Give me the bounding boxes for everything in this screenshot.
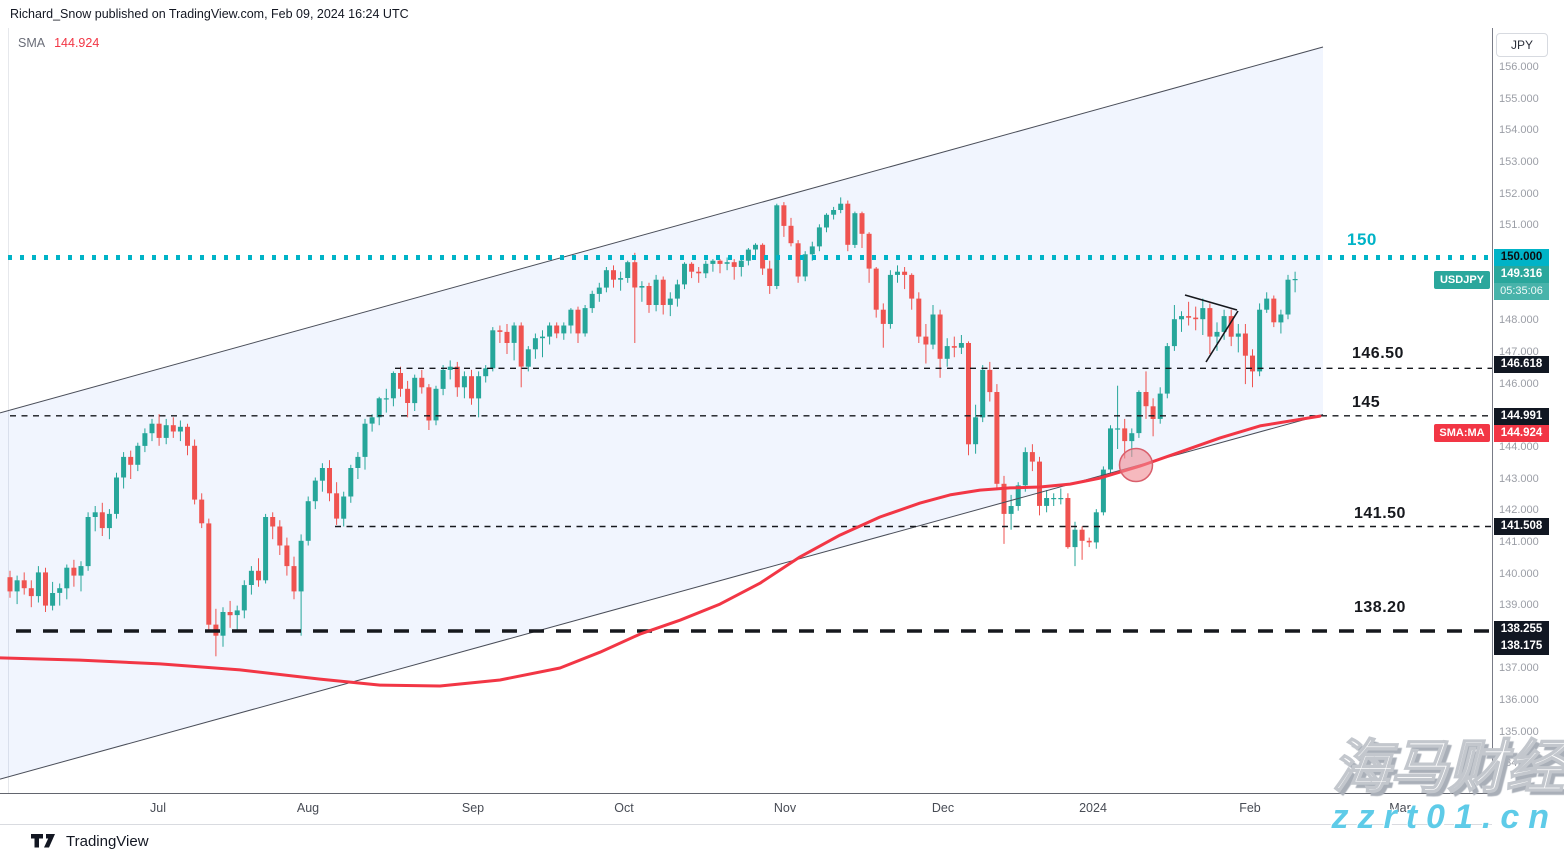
price-tick: 144.000 bbox=[1499, 440, 1539, 453]
price-label-144-924: 144.924 bbox=[1494, 424, 1549, 442]
price-label-149-316: 149.316 05:35:06 bbox=[1494, 266, 1549, 300]
level-label-145: 145 bbox=[1352, 394, 1381, 411]
time-tick-sep: Sep bbox=[461, 801, 485, 815]
currency-toggle-button[interactable]: JPY bbox=[1496, 33, 1548, 57]
symbol-badge: USDJPY bbox=[1434, 271, 1490, 289]
level-label-138-20: 138.20 bbox=[1354, 599, 1406, 616]
price-tick: 143.000 bbox=[1499, 472, 1539, 485]
price-tick: 152.000 bbox=[1499, 187, 1539, 200]
price-tick: 139.000 bbox=[1499, 599, 1539, 612]
price-tick: 137.000 bbox=[1499, 662, 1539, 675]
time-tick-jul: Jul bbox=[150, 801, 166, 815]
price-label-150-000: 150.000 bbox=[1494, 249, 1549, 266]
header: Richard_Snow published on TradingView.co… bbox=[0, 0, 1564, 29]
price-tick: 156.000 bbox=[1499, 61, 1539, 74]
sma-line bbox=[0, 414, 1322, 688]
level-label-150: 150 bbox=[1347, 230, 1377, 249]
price-label-141-508: 141.508 bbox=[1494, 517, 1549, 535]
chart-pane[interactable]: SMA 144.924 150 146.50 145 141.50 138.20 bbox=[0, 28, 1492, 793]
price-tick: 134.000 bbox=[1499, 757, 1539, 770]
price-scale[interactable]: JPY 156.000 155.000 154.000 153.000 152.000 1… bbox=[1492, 28, 1564, 793]
indicator-legend: SMA 144.924 bbox=[18, 36, 99, 50]
price-tick: 135.000 bbox=[1499, 725, 1539, 738]
indicator-value: 144.924 bbox=[54, 36, 100, 50]
sma-badge: SMA:MA bbox=[1434, 424, 1490, 442]
time-scale[interactable]: Jul Aug Sep Oct Nov Dec 2024 Feb Mar bbox=[0, 793, 1492, 825]
price-tick: 147.000 bbox=[1499, 345, 1539, 358]
price-label-146-618: 146.618 bbox=[1494, 356, 1549, 374]
time-tick-2024: 2024 bbox=[1079, 801, 1107, 815]
candlestick-series bbox=[7, 197, 1298, 657]
time-tick-feb: Feb bbox=[1239, 801, 1261, 815]
ascending-channel-fill bbox=[0, 47, 1323, 780]
time-tick-nov: Nov bbox=[773, 801, 797, 815]
tradingview-logo-icon bbox=[31, 834, 55, 848]
tradingview-brand-link[interactable]: TradingView bbox=[66, 832, 149, 850]
countdown-timer: 05:35:06 bbox=[1494, 283, 1549, 300]
indicator-name: SMA bbox=[18, 36, 46, 50]
price-tick: 148.000 bbox=[1499, 314, 1539, 327]
channel-lower-line bbox=[0, 414, 1324, 780]
price-tick: 142.000 bbox=[1499, 504, 1539, 517]
time-tick-oct: Oct bbox=[614, 801, 634, 815]
price-tick: 146.000 bbox=[1499, 377, 1539, 390]
price-label-138-175: 138.175 bbox=[1494, 637, 1549, 655]
pennant-trendline-1 bbox=[1184, 294, 1238, 311]
channel-upper-line bbox=[0, 46, 1324, 414]
price-tick: 141.000 bbox=[1499, 535, 1539, 548]
time-tick-mar: Mar bbox=[1389, 801, 1411, 815]
price-tick: 151.000 bbox=[1499, 219, 1539, 232]
footer: TradingView bbox=[30, 830, 149, 852]
price-label-138-255: 138.255 bbox=[1494, 620, 1549, 638]
price-tick: 136.000 bbox=[1499, 694, 1539, 707]
pennant-trendline-2 bbox=[1205, 310, 1239, 363]
price-tick: 155.000 bbox=[1499, 92, 1539, 105]
price-tick: 140.000 bbox=[1499, 567, 1539, 580]
time-tick-dec: Dec bbox=[931, 801, 955, 815]
price-tick: 154.000 bbox=[1499, 124, 1539, 137]
time-tick-aug: Aug bbox=[296, 801, 320, 815]
price-label-144-991: 144.991 bbox=[1494, 407, 1549, 425]
candlestick-chart[interactable] bbox=[0, 28, 1492, 793]
highlight-circle bbox=[1118, 447, 1154, 483]
publish-info: Richard_Snow published on TradingView.co… bbox=[10, 7, 409, 21]
level-label-141-50: 141.50 bbox=[1354, 505, 1406, 522]
level-label-146-50: 146.50 bbox=[1352, 345, 1404, 362]
price-tick: 153.000 bbox=[1499, 156, 1539, 169]
